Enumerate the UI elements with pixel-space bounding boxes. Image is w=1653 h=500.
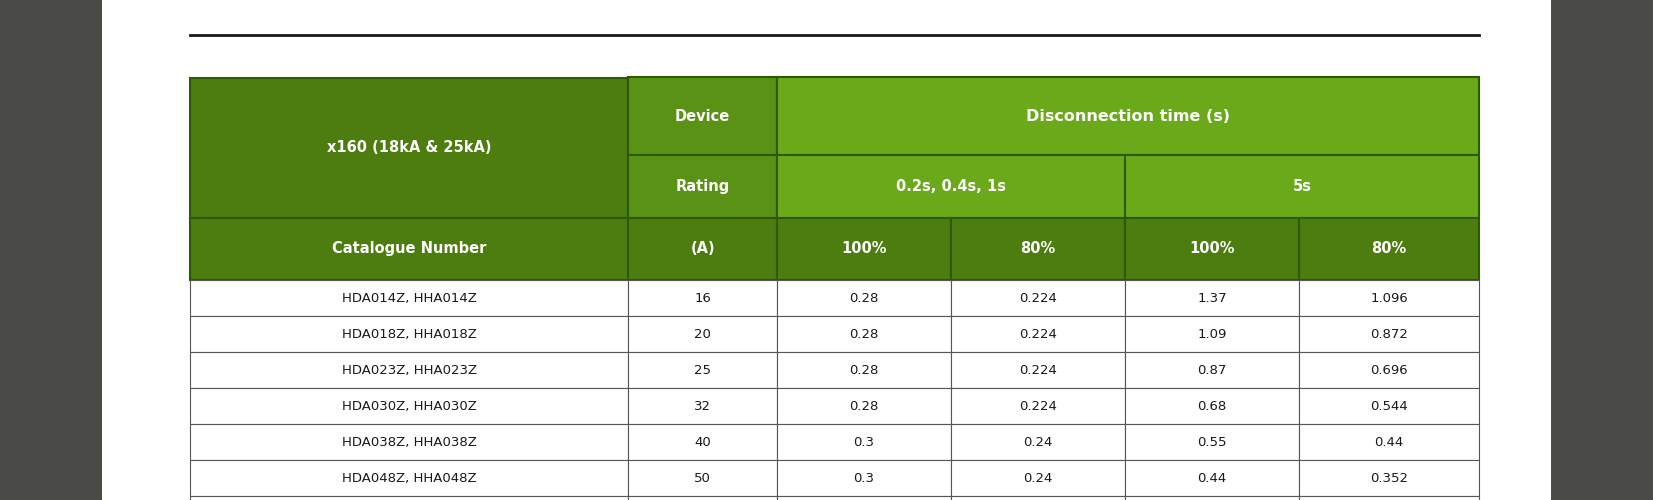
Text: HDA018Z, HHA018Z: HDA018Z, HHA018Z xyxy=(342,328,476,340)
Text: x160 (18kA & 25kA): x160 (18kA & 25kA) xyxy=(327,140,491,155)
Text: 100%: 100% xyxy=(1189,242,1235,256)
Text: Rating: Rating xyxy=(676,179,729,194)
Text: 40: 40 xyxy=(694,436,711,448)
Text: 0.28: 0.28 xyxy=(850,400,878,412)
Text: 0.3: 0.3 xyxy=(853,436,874,448)
Text: 0.224: 0.224 xyxy=(1018,292,1056,304)
Text: 0.28: 0.28 xyxy=(850,292,878,304)
Text: HDA030Z, HHA030Z: HDA030Z, HHA030Z xyxy=(342,400,476,412)
Text: 0.224: 0.224 xyxy=(1018,400,1056,412)
Text: 16: 16 xyxy=(694,292,711,304)
Text: 20: 20 xyxy=(694,328,711,340)
Text: 1.096: 1.096 xyxy=(1370,292,1408,304)
Text: HDA038Z, HHA038Z: HDA038Z, HHA038Z xyxy=(342,436,476,448)
Text: HDA023Z, HHA023Z: HDA023Z, HHA023Z xyxy=(342,364,476,376)
Text: Device: Device xyxy=(674,109,731,124)
Text: HDA014Z, HHA014Z: HDA014Z, HHA014Z xyxy=(342,292,476,304)
Text: 80%: 80% xyxy=(1372,242,1407,256)
Text: 0.55: 0.55 xyxy=(1197,436,1227,448)
Text: 0.224: 0.224 xyxy=(1018,364,1056,376)
Text: 0.544: 0.544 xyxy=(1370,400,1408,412)
Text: 80%: 80% xyxy=(1020,242,1056,256)
Text: 0.28: 0.28 xyxy=(850,328,878,340)
Text: 0.2s, 0.4s, 1s: 0.2s, 0.4s, 1s xyxy=(896,179,1005,194)
Text: 0.872: 0.872 xyxy=(1370,328,1408,340)
Text: 0.24: 0.24 xyxy=(1023,472,1053,484)
Text: 0.3: 0.3 xyxy=(853,472,874,484)
Text: Catalogue Number: Catalogue Number xyxy=(332,242,486,256)
Text: 0.44: 0.44 xyxy=(1197,472,1227,484)
Text: 32: 32 xyxy=(694,400,711,412)
Text: (A): (A) xyxy=(691,242,714,256)
Text: 50: 50 xyxy=(694,472,711,484)
Text: 5s: 5s xyxy=(1293,179,1311,194)
Text: 0.87: 0.87 xyxy=(1197,364,1227,376)
Text: 0.24: 0.24 xyxy=(1023,436,1053,448)
Text: 100%: 100% xyxy=(841,242,886,256)
Text: 25: 25 xyxy=(694,364,711,376)
Text: Disconnection time (s): Disconnection time (s) xyxy=(1027,109,1230,124)
Text: 0.44: 0.44 xyxy=(1375,436,1403,448)
Text: 0.352: 0.352 xyxy=(1370,472,1408,484)
Text: 0.224: 0.224 xyxy=(1018,328,1056,340)
Text: 0.68: 0.68 xyxy=(1197,400,1227,412)
Text: 0.28: 0.28 xyxy=(850,364,878,376)
Text: 0.696: 0.696 xyxy=(1370,364,1408,376)
Text: HDA048Z, HHA048Z: HDA048Z, HHA048Z xyxy=(342,472,476,484)
Text: 1.09: 1.09 xyxy=(1197,328,1227,340)
Text: 1.37: 1.37 xyxy=(1197,292,1227,304)
